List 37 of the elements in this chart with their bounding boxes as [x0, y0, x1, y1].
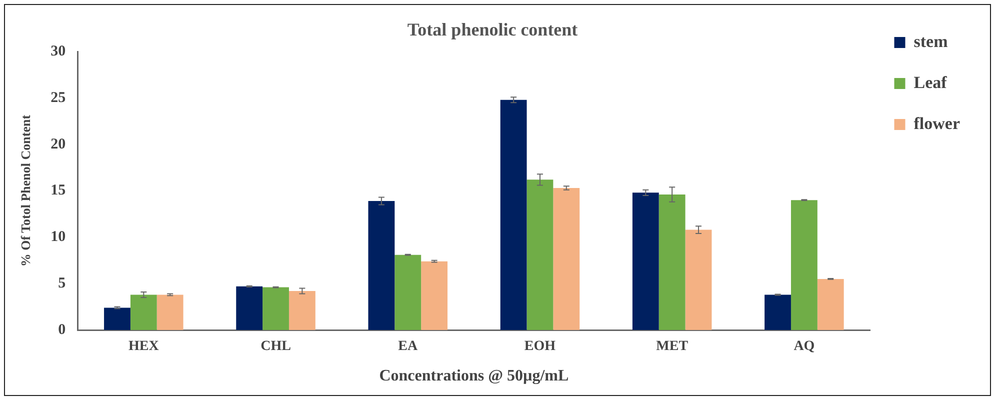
bar: [394, 254, 422, 330]
bar: [421, 261, 448, 330]
y-tick-label: 30: [50, 43, 66, 60]
bar: [526, 180, 554, 330]
x-tick-label: HEX: [128, 339, 159, 354]
bar: [262, 287, 289, 330]
bar: [553, 188, 580, 330]
chart-title: Total phenolic content: [407, 19, 578, 40]
bar: [632, 192, 659, 330]
legend-label: Leaf: [914, 72, 948, 92]
x-axis-title: Concentrations @ 50µg/mL: [379, 368, 569, 385]
x-tick-label: MET: [656, 339, 689, 354]
y-tick-label: 20: [50, 136, 66, 152]
bar: [817, 278, 844, 330]
y-tick-label: 10: [50, 229, 66, 246]
y-tick-label: 25: [50, 90, 66, 106]
bar: [288, 291, 316, 330]
bar: [790, 200, 818, 330]
x-tick-label: CHL: [260, 339, 291, 354]
y-tick-label: 15: [50, 182, 66, 199]
y-tick-label: 5: [58, 275, 66, 292]
legend-label: stem: [914, 32, 948, 51]
bar: [156, 294, 184, 330]
bar: [236, 286, 263, 330]
legend-label: flower: [914, 114, 960, 133]
bar: [764, 294, 791, 330]
bar: [104, 308, 130, 330]
bar: [500, 100, 527, 330]
y-axis-title: % Of Totol Phenol Content: [18, 114, 34, 267]
bar: [368, 201, 395, 330]
bar: [685, 230, 712, 330]
x-tick-label: AQ: [794, 339, 815, 354]
y-tick-label: 0: [58, 322, 66, 338]
x-tick-label: EOH: [524, 339, 556, 354]
bar: [130, 294, 157, 330]
x-tick-label: EA: [398, 339, 418, 354]
bar: [658, 194, 686, 330]
